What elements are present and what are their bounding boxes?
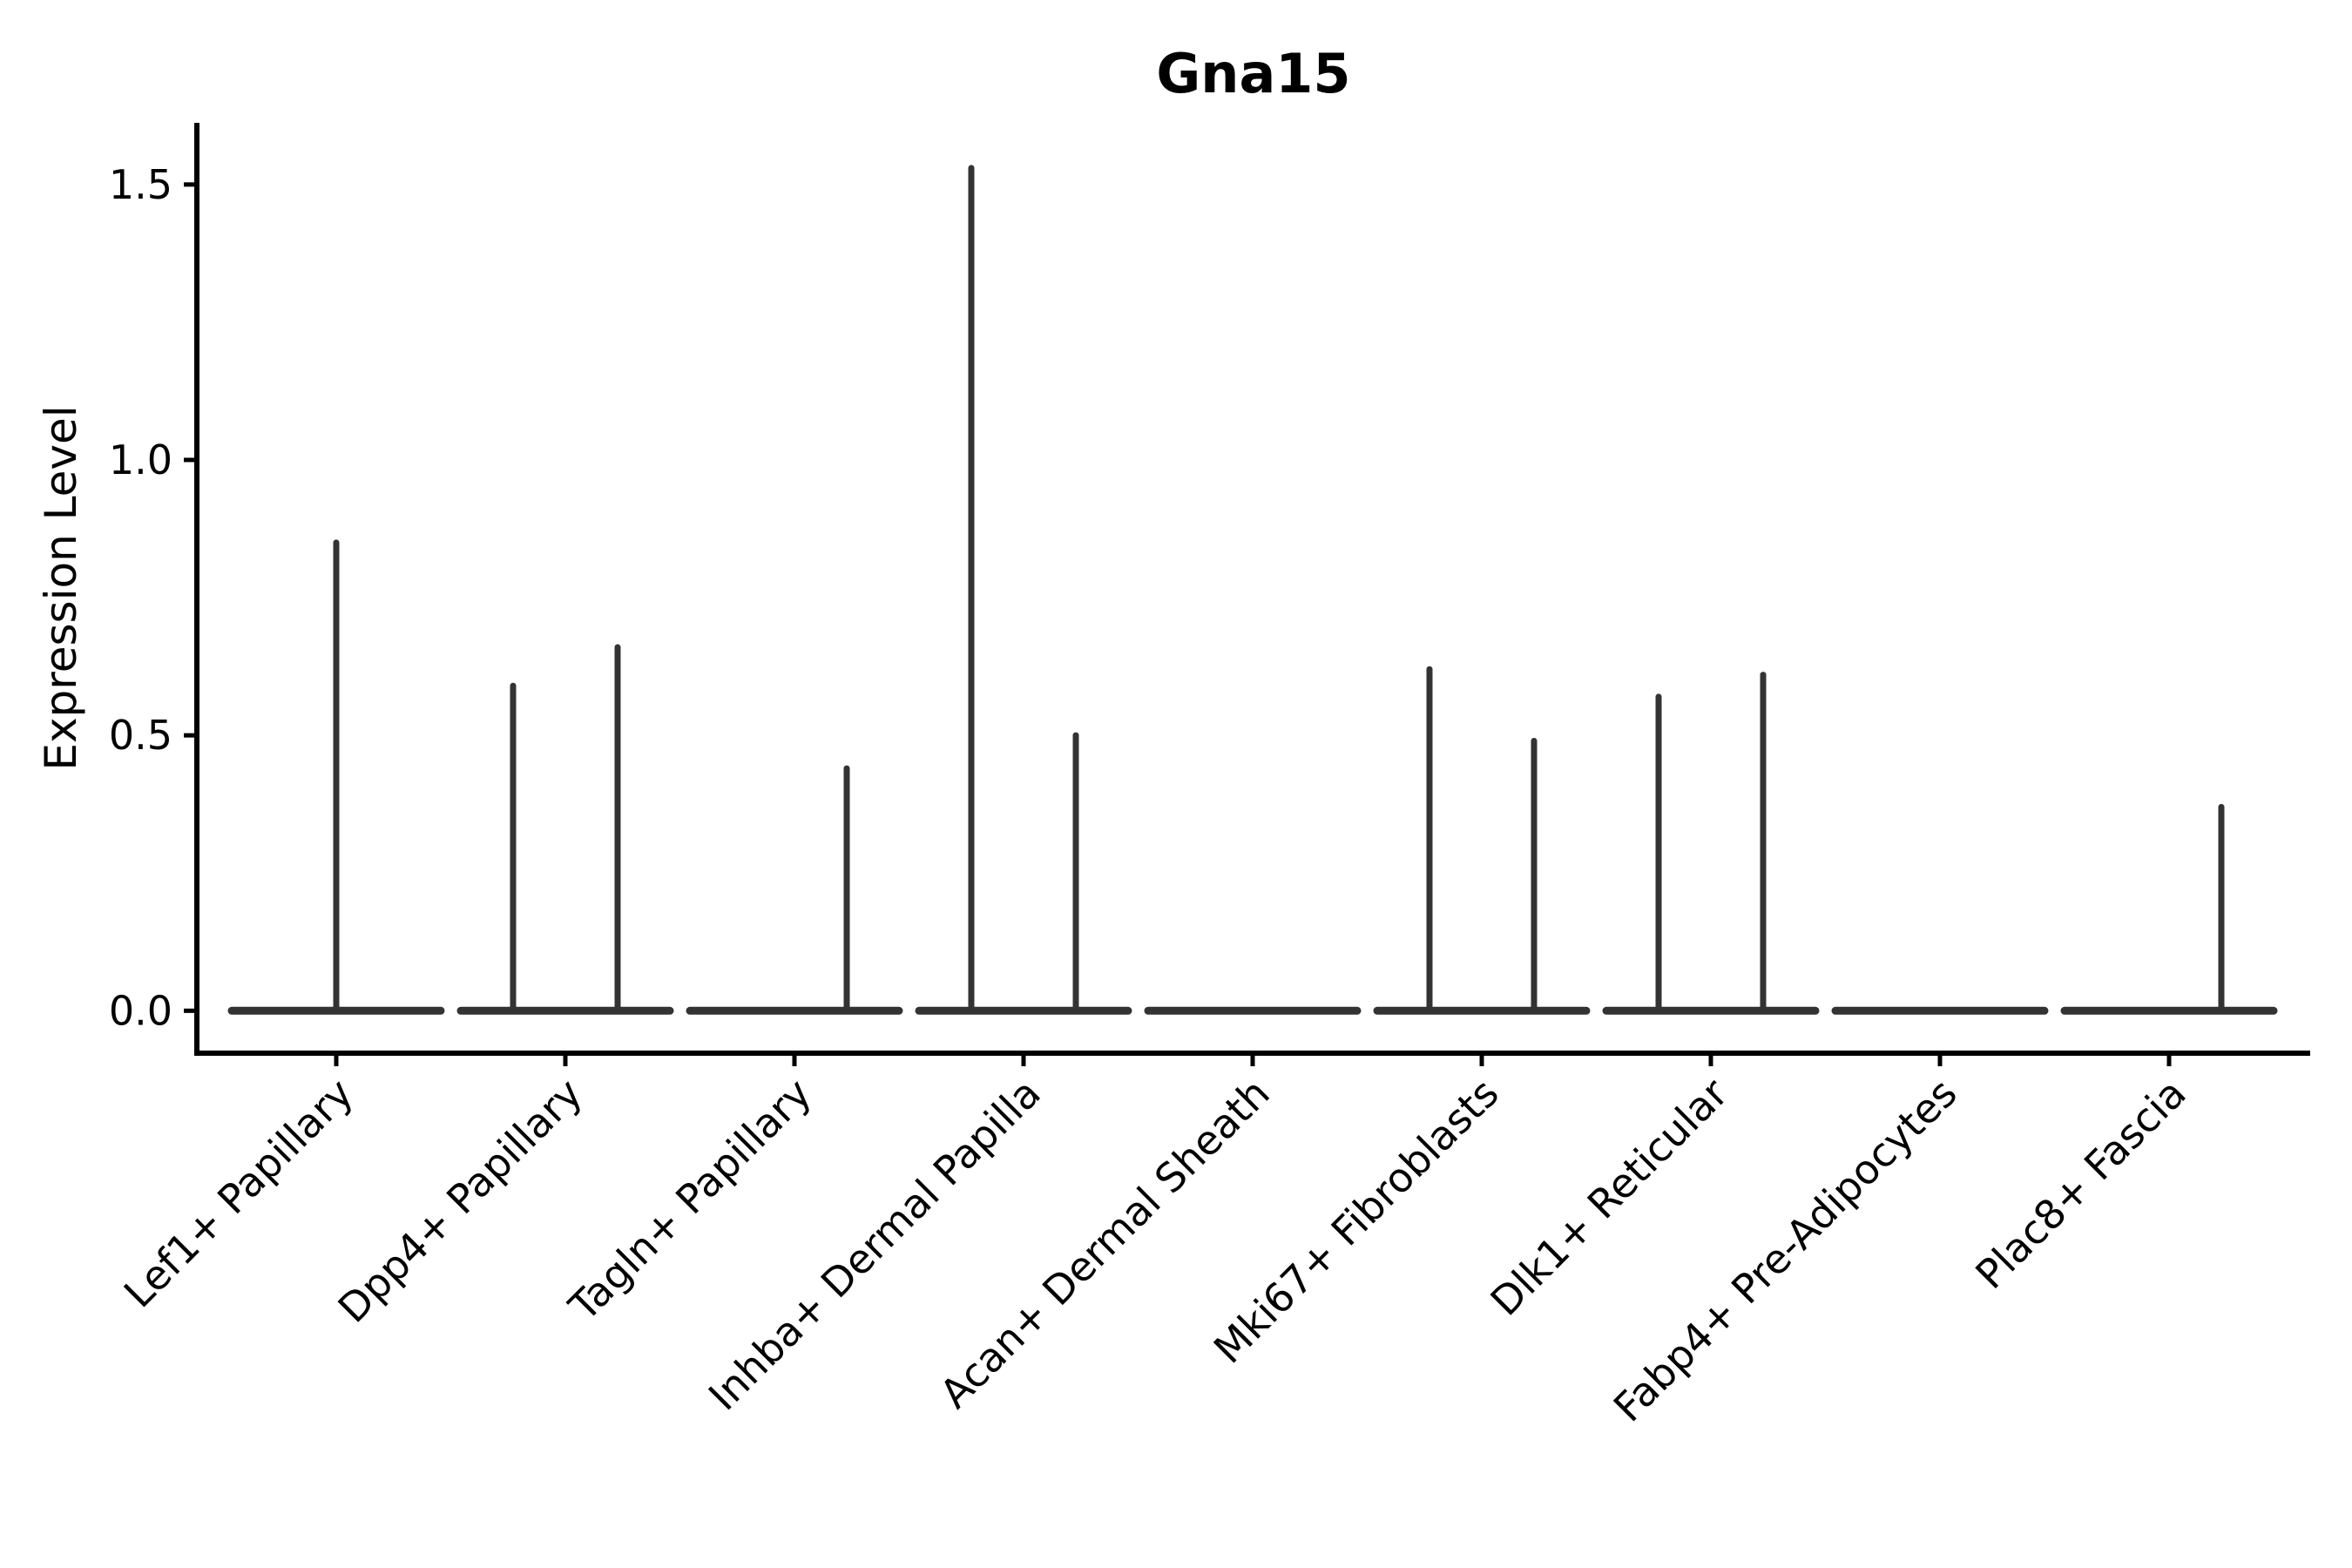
x-tick-label: Dpp4+ Papillary (329, 1070, 591, 1332)
y-tick-label: 0.0 (109, 987, 172, 1034)
x-tick-label: Plac8+ Fascia (1966, 1070, 2194, 1298)
x-tick-label: Lef1+ Papillary (115, 1070, 362, 1317)
y-tick-label: 1.5 (109, 161, 172, 208)
chart-title: Gna15 (1156, 42, 1351, 105)
x-tick-label: Dlk1+ Reticular (1482, 1070, 1737, 1325)
y-tick-label: 1.0 (109, 436, 172, 483)
y-tick-label: 0.5 (109, 712, 172, 759)
x-tick-label: Tagln+ Papillary (559, 1070, 821, 1331)
